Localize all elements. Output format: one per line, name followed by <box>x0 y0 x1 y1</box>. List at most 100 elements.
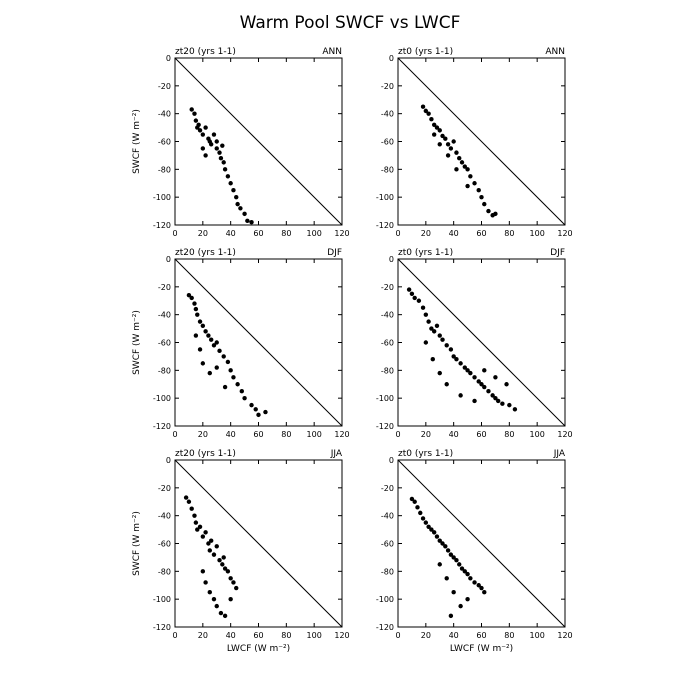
x-tick-label: 0 <box>172 631 177 640</box>
scatter-point <box>448 552 454 557</box>
y-tick-label: -80 <box>158 366 171 375</box>
scatter-point <box>458 603 463 609</box>
y-tick-label: -60 <box>381 339 394 348</box>
scatter-point <box>472 398 477 404</box>
scatter-point <box>472 181 477 186</box>
y-tick-label: -100 <box>153 595 171 604</box>
scatter-point <box>234 194 239 200</box>
scatter-point <box>472 580 477 585</box>
scatter-point <box>203 125 208 130</box>
scatter-point <box>197 128 203 133</box>
x-tick-label: 100 <box>530 229 545 238</box>
x-tick-label: 40 <box>449 229 459 238</box>
y-tick-label: 0 <box>166 255 171 264</box>
panel-zt0-JJA: 0 20 40 60 80 100 120 0 -20 -40 -60 -80 -100 -120 zt0 … <box>376 449 573 654</box>
scatter-point <box>423 520 429 525</box>
y-tick-label: -60 <box>381 138 394 147</box>
scatter-point <box>218 156 224 161</box>
scatter-point <box>426 524 431 529</box>
scatter-point <box>493 375 498 380</box>
x-tick-label: 60 <box>253 430 263 439</box>
scatter-point <box>218 610 224 616</box>
scatter-point <box>193 333 199 338</box>
x-tick-label: 100 <box>307 631 322 640</box>
scatter-point <box>445 153 451 158</box>
scatter-point <box>211 343 217 348</box>
scatter-point <box>416 298 422 303</box>
scatter-point <box>249 402 254 408</box>
scatter-point <box>454 150 459 155</box>
scatter-point <box>214 139 219 144</box>
scatter-point <box>211 596 217 602</box>
y-tick-label: -80 <box>381 165 394 174</box>
scatter-point <box>486 389 491 394</box>
x-tick-label: 60 <box>476 631 486 640</box>
x-tick-label: 80 <box>281 430 291 439</box>
y-tick-label: 0 <box>389 456 394 465</box>
scatter-point <box>486 208 491 214</box>
scatter-point <box>235 201 240 207</box>
x-tick-label: 120 <box>334 229 349 238</box>
scatter-point <box>451 555 456 560</box>
x-tick-label: 120 <box>334 631 349 640</box>
scatter-point <box>448 347 454 352</box>
scatter-point <box>479 585 484 591</box>
panel-left-label: zt0 (yrs 1-1) <box>398 449 453 459</box>
scatter-point <box>220 143 225 148</box>
scatter-point <box>203 329 208 334</box>
y-tick-label: -20 <box>158 82 171 91</box>
scatter-point <box>482 590 487 595</box>
x-tick-label: 20 <box>198 631 208 640</box>
scatter-point <box>465 596 470 602</box>
y-tick-label: -100 <box>376 193 394 202</box>
scatter-point <box>197 347 203 352</box>
scatter-point <box>444 343 449 348</box>
scatter-point <box>222 566 228 571</box>
y-tick-label: 0 <box>389 54 394 63</box>
scatter-point <box>196 122 201 128</box>
y-tick-label: -60 <box>158 339 171 348</box>
scatter-point <box>457 562 462 567</box>
y-tick-label: -120 <box>153 221 171 230</box>
x-tick-label: 20 <box>421 430 431 439</box>
scatter-point <box>225 359 231 365</box>
scatter-point <box>479 194 484 200</box>
x-tick-label: 80 <box>504 229 514 238</box>
scatter-point <box>451 354 456 359</box>
x-tick-label: 0 <box>172 229 177 238</box>
scatter-point <box>203 580 208 585</box>
panel-zt0-DJF: 0 20 40 60 80 100 120 0 -20 -40 -60 -80 -100 -120 zt0 … <box>376 248 573 439</box>
scatter-point <box>200 146 206 151</box>
y-tick-label: -120 <box>376 221 394 230</box>
x-tick-label: 80 <box>504 430 514 439</box>
reference-line <box>397 258 566 427</box>
y-tick-label: -40 <box>381 311 394 320</box>
scatter-point <box>207 548 212 553</box>
scatter-point <box>507 402 512 408</box>
scatter-point <box>222 384 228 390</box>
scatter-point <box>228 576 233 581</box>
y-tick-label: 0 <box>166 54 171 63</box>
scatter-point <box>472 375 477 380</box>
figure-title: Warm Pool SWCF vs LWCF <box>240 13 461 33</box>
scatter-point <box>426 111 431 116</box>
x-tick-label: 20 <box>421 631 431 640</box>
y-tick-label: -20 <box>381 283 394 292</box>
panel-season-label: JJA <box>330 449 343 459</box>
scatter-point <box>458 393 463 398</box>
scatter-point <box>457 156 462 161</box>
scatter-point <box>437 142 442 147</box>
y-tick-label: -60 <box>158 540 171 549</box>
x-tick-label: 100 <box>307 430 322 439</box>
panel-left-label: zt0 (yrs 1-1) <box>398 248 453 258</box>
y-tick-label: -40 <box>381 110 394 119</box>
panel-left-label: zt20 (yrs 1-1) <box>175 47 236 57</box>
x-tick-label: 100 <box>530 430 545 439</box>
scatter-point <box>431 122 437 128</box>
scatter-point <box>426 319 431 324</box>
scatter-point <box>437 538 442 543</box>
y-tick-label: -120 <box>376 623 394 632</box>
scatter-point <box>490 393 495 398</box>
scatter-point <box>235 382 240 387</box>
